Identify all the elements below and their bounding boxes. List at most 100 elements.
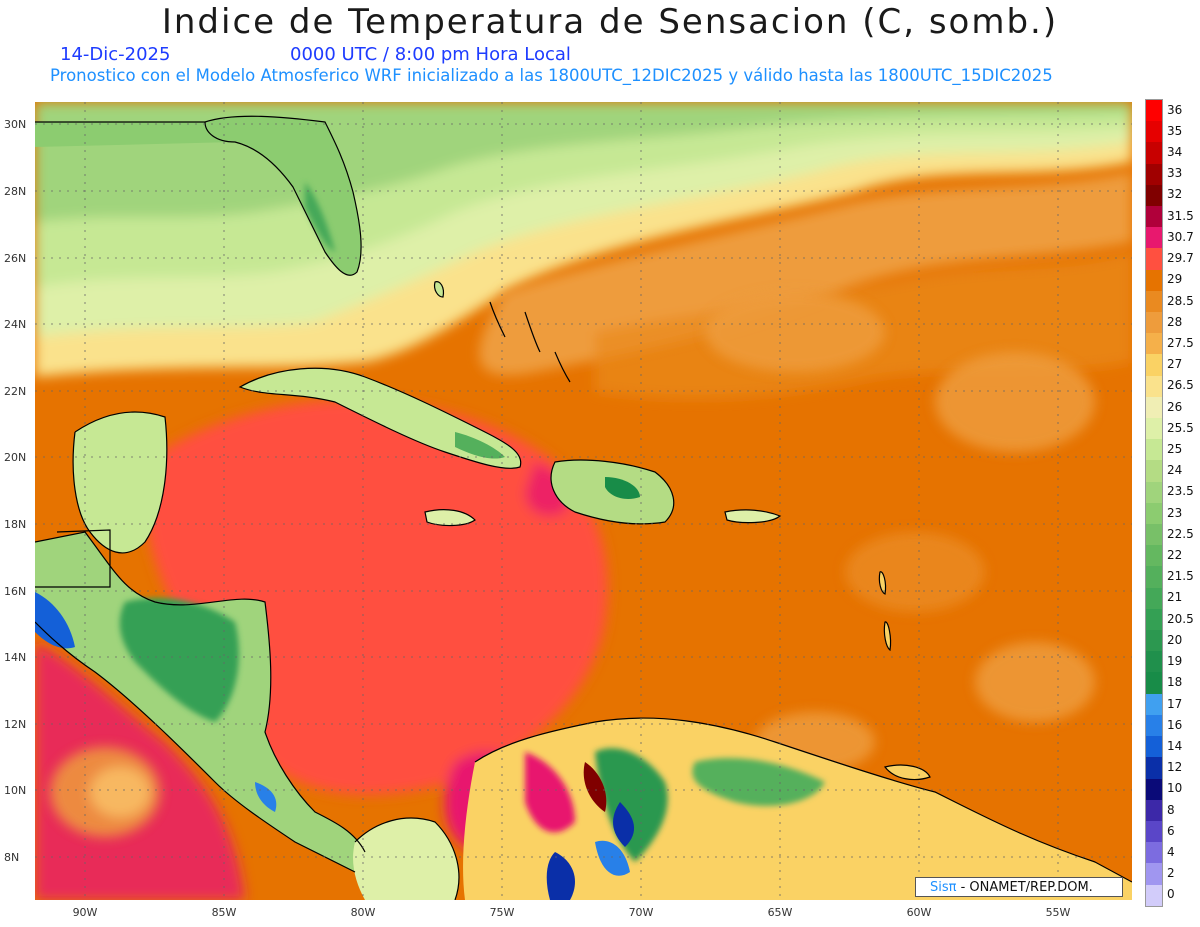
lat-label-30n: 30N [4, 118, 27, 131]
colorbar-label: 28.5 [1167, 293, 1194, 308]
forecast-date: 14-Dic-2025 [60, 44, 171, 65]
lon-label-60w: 60W [906, 906, 932, 919]
colorbar-segment [1146, 630, 1162, 652]
forecast-time: 0000 UTC / 8:00 pm Hora Local [290, 44, 571, 65]
colorbar-label: 33 [1167, 166, 1183, 181]
lon-label-90w: 90W [72, 906, 98, 919]
lat-label-24n: 24N [4, 318, 27, 331]
colorbar-segment [1146, 227, 1162, 249]
colorbar-label: 0 [1167, 887, 1175, 902]
colorbar-label: 30.7 [1167, 229, 1194, 244]
colorbar-segment [1146, 269, 1162, 291]
colorbar-segment [1146, 333, 1162, 355]
colorbar-label: 6 [1167, 823, 1175, 838]
colorbar-segment [1146, 693, 1162, 715]
colorbar-segment [1146, 714, 1162, 737]
colorbar-label: 26 [1167, 399, 1183, 414]
colorbar-label: 29 [1167, 272, 1183, 287]
colorbar-segment [1146, 248, 1162, 270]
colorbar-segment [1146, 481, 1162, 503]
colorbar-label: 29.7 [1167, 251, 1194, 266]
colorbar-segment [1146, 757, 1162, 779]
colorbar-label: 4 [1167, 844, 1175, 859]
lat-label-16n: 16N [4, 585, 27, 598]
colorbar-segment [1146, 863, 1162, 885]
lon-label-80w: 80W [350, 906, 376, 919]
colorbar-segment [1146, 121, 1162, 143]
lat-label-28n: 28N [4, 185, 27, 198]
colorbar-label: 17 [1167, 696, 1183, 711]
colorbar-label: 27.5 [1167, 335, 1194, 350]
lon-label-55w: 55W [1045, 906, 1071, 919]
lat-label-8n: 8N [4, 851, 20, 864]
colorbar-segment [1146, 142, 1162, 164]
colorbar-segment [1146, 587, 1162, 609]
credit-box: Sisπ - ONAMET/REP.DOM. [915, 877, 1123, 897]
colorbar-segment [1146, 502, 1162, 525]
colorbar-label: 16 [1167, 717, 1183, 732]
lat-label-12n: 12N [4, 718, 27, 731]
lat-label-20n: 20N [4, 451, 27, 464]
colorbar-segment [1146, 460, 1162, 482]
lon-label-70w: 70W [628, 906, 654, 919]
lon-label-85w: 85W [211, 906, 237, 919]
colorbar-label: 14 [1167, 738, 1183, 753]
colorbar-segment [1146, 820, 1162, 843]
colorbar-segment [1146, 439, 1162, 461]
colorbar-label: 21.5 [1167, 569, 1194, 584]
colorbar-label: 28 [1167, 314, 1183, 329]
colorbar-label: 12 [1167, 760, 1183, 775]
colorbar-label: 8 [1167, 802, 1175, 817]
colorbar-label: 18 [1167, 675, 1183, 690]
lat-label-18n: 18N [4, 518, 27, 531]
eastern-ocean-patches [50, 292, 1095, 837]
colorbar-label: 22 [1167, 548, 1183, 563]
lat-label-26n: 26N [4, 252, 27, 265]
colorbar-label: 20.5 [1167, 611, 1194, 626]
coastlines [35, 115, 1132, 900]
colorbar-label: 25 [1167, 441, 1183, 456]
colorbar-label: 25.5 [1167, 420, 1194, 435]
credit-text: - ONAMET/REP.DOM. [960, 880, 1093, 895]
heat-index-map [35, 102, 1132, 900]
colorbar-label: 34 [1167, 145, 1183, 160]
colorbar-segment [1146, 163, 1162, 185]
colorbar-segment [1146, 418, 1162, 440]
colorbar-segment [1146, 184, 1162, 207]
colorbar-segment [1146, 651, 1162, 673]
colorbar-label: 31.5 [1167, 208, 1194, 223]
colorbar-segment [1146, 354, 1162, 376]
colorbar-label: 32 [1167, 187, 1183, 202]
colorbar-label: 35 [1167, 123, 1183, 138]
colorbar-label: 36 [1167, 102, 1183, 117]
land-masses [35, 116, 1132, 900]
colorbar-segment [1146, 524, 1162, 546]
colorbar-label: 23.5 [1167, 484, 1194, 499]
map-title: Indice de Temperatura de Sensacion (C, s… [161, 2, 1059, 42]
colorbar-segment [1146, 778, 1162, 800]
colorbar-segment [1146, 206, 1162, 228]
lat-label-10n: 10N [4, 784, 27, 797]
colorbar-label: 26.5 [1167, 378, 1194, 393]
colorbar-segment [1146, 545, 1162, 567]
model-run-subtitle: Pronostico con el Modelo Atmosferico WRF… [50, 66, 1053, 85]
lon-label-65w: 65W [767, 906, 793, 919]
colorbar-segment [1146, 100, 1162, 122]
credit-brand: Sisπ [930, 880, 957, 895]
lon-label-75w: 75W [489, 906, 515, 919]
colorbar-label: 27 [1167, 357, 1183, 372]
colorbar-segment [1146, 736, 1162, 758]
colorbar-segment [1146, 312, 1162, 334]
colorbar-segment [1146, 884, 1162, 906]
colorbar-label: 20 [1167, 632, 1183, 647]
colorbar-label: 10 [1167, 781, 1183, 796]
map-canvas [35, 102, 1132, 900]
colorbar-segment [1146, 672, 1162, 694]
colorbar-label: 2 [1167, 866, 1175, 881]
colorbar-label: 24 [1167, 463, 1183, 478]
colorbar-label: 22.5 [1167, 526, 1194, 541]
colorbar-segment [1146, 375, 1162, 397]
colorbar-segment [1146, 566, 1162, 588]
colorbar-segment [1146, 608, 1162, 631]
colorbar-label: 23 [1167, 505, 1183, 520]
